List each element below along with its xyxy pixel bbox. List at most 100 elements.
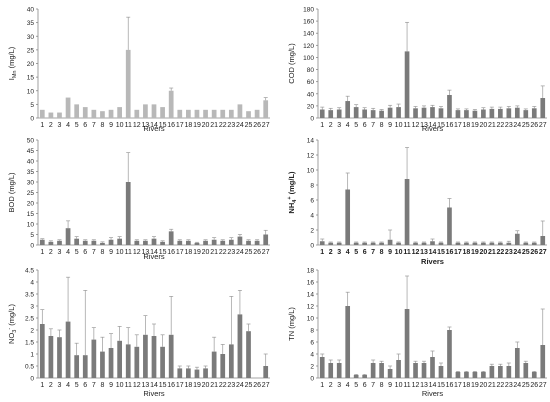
bod-y-tick-label: 50: [27, 138, 35, 145]
imn-x-tick-label: 19: [193, 122, 201, 129]
nh4-x-tick-label: 4: [346, 249, 350, 256]
nh4-y-axis-label: NH4+ (mg/L): [287, 171, 298, 214]
cod-y-tick-label: 120: [303, 43, 314, 50]
nh4-bar: [498, 242, 503, 245]
nh4-bar: [523, 242, 529, 245]
imn-x-tick-label: 16: [167, 122, 175, 129]
nh4-bar: [362, 242, 367, 245]
imn-y-tick-label: 25: [27, 47, 35, 54]
tn-bar: [387, 369, 393, 378]
tn-bar: [472, 372, 478, 378]
nh4-x-tick-label: 12: [412, 249, 420, 256]
nh4-y-tick-label: 12: [307, 153, 315, 160]
cod-x-tick-label: 13: [420, 122, 428, 129]
bod-x-tick-label: 12: [133, 249, 141, 256]
tn-bar: [447, 330, 452, 378]
bod-y-tick-label: 20: [27, 201, 35, 208]
tn-x-tick-label: 15: [437, 382, 445, 389]
imn-bar: [194, 109, 200, 118]
tn-y-tick-label: 0: [310, 376, 314, 383]
tn-x-tick-label: 6: [363, 382, 367, 389]
imn-x-tick-label: 9: [109, 122, 113, 129]
bod-y-tick-label: 0: [30, 243, 34, 250]
imn-bar: [143, 104, 148, 118]
no3-bar: [186, 368, 191, 378]
no3-bar: [237, 314, 243, 378]
bod-x-tick-label: 25: [245, 249, 253, 256]
tn-bar: [523, 363, 529, 378]
bod-y-tick-label: 5: [30, 232, 34, 239]
bod-bar: [194, 242, 200, 245]
tn-x-tick-label: 13: [420, 382, 428, 389]
tn-bar: [396, 360, 401, 378]
no3-x-tick-label: 27: [262, 382, 270, 389]
imn-x-tick-label: 25: [245, 122, 253, 129]
no3-bar: [39, 324, 45, 378]
imn-bar: [203, 109, 208, 118]
tn-x-axis-label: Rivers: [422, 389, 444, 398]
panel-no3: NO3- (mg/L)00.511.522.533.544.51 2 3 4 5 6 7 8 9…: [7, 268, 270, 398]
cod-bar: [472, 110, 478, 118]
tn-bar: [531, 372, 537, 378]
cod-x-tick-label: 27: [539, 122, 547, 129]
no3-x-tick-label: 7: [92, 382, 96, 389]
cod-x-tick-label: 11: [403, 122, 410, 129]
bod-bar: [237, 236, 243, 245]
imn-x-tick-label: 10: [116, 122, 124, 129]
nh4-x-tick-label: 15: [437, 249, 445, 256]
cod-x-tick-label: 5: [354, 122, 358, 129]
nh4-x-tick-label: 22: [496, 249, 504, 256]
cod-bar: [489, 108, 495, 118]
tn-x-tick-label: 25: [522, 382, 530, 389]
bod-bar: [254, 240, 260, 245]
imn-x-tick-label: 15: [159, 122, 167, 129]
nh4-bar: [447, 207, 452, 245]
imn-x-tick-label: 18: [184, 122, 192, 129]
cod-x-tick-label: 2: [329, 122, 333, 129]
cod-x-tick-label: 6: [363, 122, 367, 129]
tn-x-tick-label: 14: [429, 382, 437, 389]
tn-x-tick-label: 10: [395, 382, 403, 389]
tn-x-tick-label: 16: [446, 382, 454, 389]
imn-x-tick-label: 26: [253, 122, 261, 129]
bod-x-tick-label: 7: [92, 249, 96, 256]
cod-x-tick-label: 4: [346, 122, 350, 129]
no3-x-axis-label: Rivers: [143, 389, 165, 398]
cod-y-tick-label: 160: [303, 19, 314, 26]
bod-x-tick-label: 21: [210, 249, 218, 256]
no3-x-tick-label: 20: [202, 382, 210, 389]
imn-bar: [91, 109, 97, 118]
cod-y-tick-label: 0: [310, 116, 314, 123]
no3-x-tick-label: 11: [125, 382, 132, 389]
no3-x-tick-label: 6: [83, 382, 87, 389]
tn-bar: [489, 366, 495, 378]
no3-x-tick-label: 26: [253, 382, 261, 389]
no3-x-tick-label: 9: [109, 382, 113, 389]
cod-x-tick-label: 8: [380, 122, 384, 129]
nh4-y-tick-label: 2: [310, 228, 314, 235]
nh4-bar: [387, 239, 393, 245]
nh4-x-tick-label: 3: [337, 249, 341, 256]
no3-bar: [263, 366, 269, 378]
no3-bar: [203, 368, 208, 378]
nh4-bar: [413, 242, 418, 245]
cod-bar: [396, 107, 401, 118]
nh4-y-tick-label: 8: [310, 183, 314, 190]
no3-x-tick-label: 25: [245, 382, 253, 389]
nh4-bar: [481, 242, 486, 245]
nh4-x-tick-label: 18: [463, 249, 471, 256]
bod-bar: [57, 240, 62, 245]
nh4-bar: [328, 242, 334, 245]
no3-bar: [211, 351, 217, 378]
no3-bar: [228, 344, 234, 378]
tn-bar: [540, 345, 546, 378]
no3-bar: [48, 336, 54, 378]
tn-y-tick-label: 12: [307, 304, 315, 311]
bod-x-tick-label: 18: [184, 249, 192, 256]
imn-x-tick-label: 5: [75, 122, 79, 129]
bod-bar: [151, 238, 157, 245]
cod-x-tick-label: 22: [496, 122, 504, 129]
nh4-bar: [514, 233, 520, 245]
